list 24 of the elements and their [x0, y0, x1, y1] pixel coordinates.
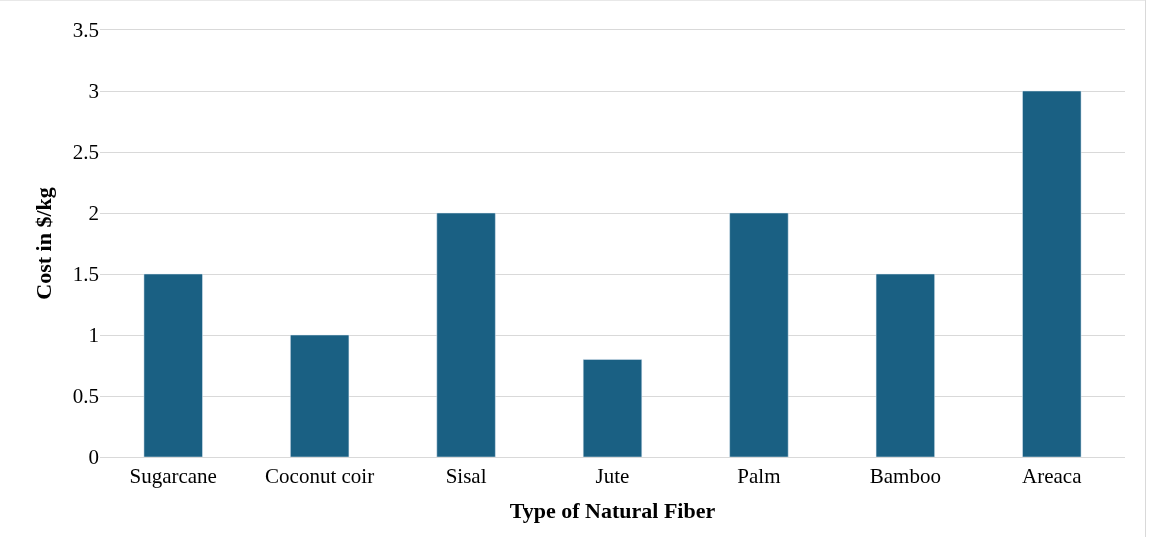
y-tick-label: 3.5: [72, 18, 99, 43]
y-tick-label: 2.5: [72, 140, 99, 165]
bar: [290, 334, 350, 457]
bar: [582, 359, 643, 457]
x-axis-title: Type of Natural Fiber: [509, 498, 716, 524]
bar: [143, 273, 203, 457]
bar: [875, 273, 935, 457]
bar: [1022, 90, 1082, 457]
y-tick-label: 3: [88, 79, 99, 104]
y-tick-label: 2: [88, 201, 99, 226]
x-tick-label: Sisal: [445, 464, 487, 489]
y-axis-title: Cost in $/kg: [30, 187, 56, 300]
y-tick-label: 0: [88, 445, 99, 470]
bar: [436, 212, 496, 457]
x-tick-label: Sugarcane: [129, 464, 217, 489]
bar: [729, 212, 789, 457]
y-tick-label: 1.5: [72, 262, 99, 287]
y-tick-label: 0.5: [72, 384, 99, 409]
x-tick-label: Bamboo: [869, 464, 941, 489]
x-tick-label: Palm: [737, 464, 781, 489]
x-tick-label: Coconut coir: [265, 464, 375, 489]
y-tick-label: 1: [88, 323, 99, 348]
x-tick-label: Jute: [595, 464, 630, 489]
x-tick-label: Areaca: [1022, 464, 1083, 489]
